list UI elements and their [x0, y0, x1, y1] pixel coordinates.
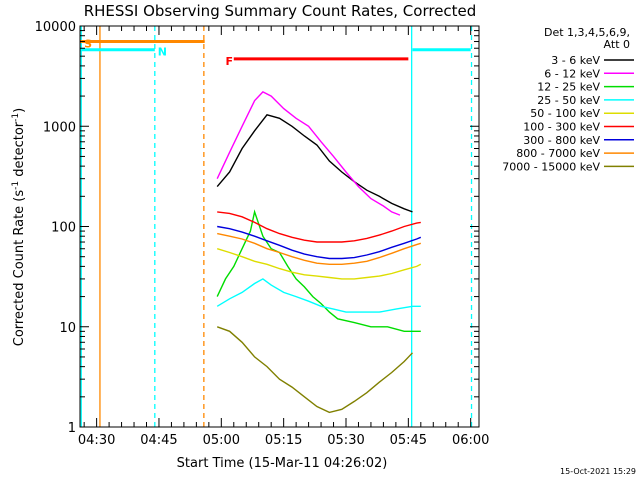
x-axis-label: Start Time (15-Mar-11 04:26:02) [177, 456, 388, 471]
series-line-1 [216, 91, 401, 216]
y-tick-label: 1000 [43, 120, 76, 135]
y-axis-label-sup2: -1 [11, 113, 21, 122]
legend-label: 12 - 25 keV [537, 81, 600, 94]
x-tick-label: 04:30 [78, 433, 115, 448]
y-axis-label: Corrected Count Rate (s-1 detector-1) [11, 108, 27, 346]
y-tick-label: 100 [51, 221, 76, 236]
status-bar-label: N [158, 46, 167, 59]
x-tick-label: 04:45 [140, 433, 177, 448]
legend-header-detectors: Det 1,3,4,5,6,9, [544, 26, 630, 39]
legend-label: 50 - 100 keV [530, 107, 600, 120]
status-bars: S N F [80, 38, 471, 68]
series-line-5 [217, 211, 421, 243]
legend-label: 100 - 300 keV [523, 121, 600, 134]
y-axis-ticks: 1 10 100 1000 10000 [35, 20, 479, 436]
legend-label: 6 - 12 keV [544, 67, 600, 80]
status-bar-label: F [225, 55, 233, 68]
series-line-4 [216, 248, 422, 280]
x-tick-label: 06:00 [452, 433, 489, 448]
series-lines [216, 91, 422, 414]
x-tick-label: 05:15 [265, 433, 302, 448]
series-line-3 [216, 278, 421, 313]
x-axis-ticks: 04:30 04:45 05:00 05:15 05:30 05:45 06:00 [78, 26, 489, 448]
series-line-8 [216, 326, 414, 414]
x-tick-label: 05:30 [327, 433, 364, 448]
series-line-7 [217, 232, 422, 265]
legend-label: 7000 - 15000 keV [502, 160, 600, 173]
chart-title: RHESSI Observing Summary Count Rates, Co… [84, 2, 477, 20]
legend-label: 800 - 7000 keV [516, 147, 600, 160]
status-bar-label: S [84, 38, 92, 51]
y-axis-label-mid: detector [12, 121, 27, 181]
series-line-6 [217, 225, 422, 260]
y-axis-label-end: ) [12, 108, 27, 113]
series-line-2 [216, 209, 421, 332]
legend-label: 300 - 800 keV [523, 134, 600, 147]
x-tick-label: 05:00 [203, 433, 240, 448]
y-tick-label: 10 [59, 321, 76, 336]
x-tick-label: 05:45 [390, 433, 427, 448]
legend-label: 25 - 50 keV [537, 94, 600, 107]
legend-label: 3 - 6 keV [551, 54, 600, 67]
y-tick-label: 1 [68, 421, 76, 436]
generation-timestamp: 15-Oct-2021 15:29 [560, 467, 636, 476]
y-axis-label-main: Corrected Count Rate (s [12, 190, 27, 347]
y-tick-label: 10000 [35, 20, 76, 35]
series-line-0 [216, 113, 413, 213]
legend-header-attenuator: Att 0 [604, 38, 630, 51]
y-axis-label-sup1: -1 [11, 181, 21, 190]
plot-area: S N F [80, 26, 473, 427]
